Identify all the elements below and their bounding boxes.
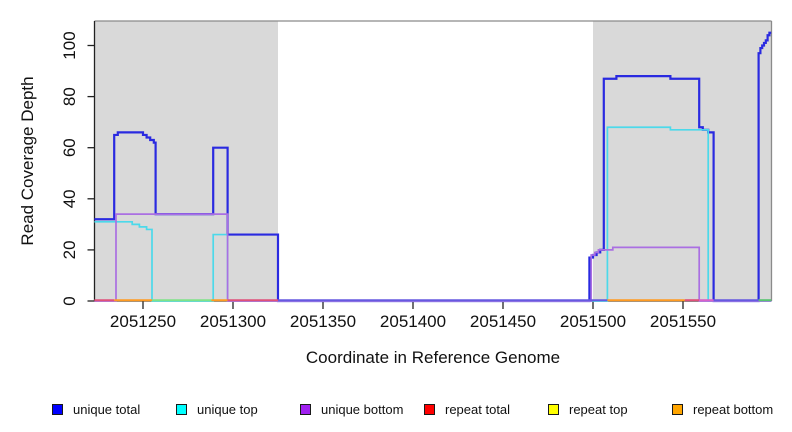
x-tick-label: 2051400 — [380, 312, 446, 331]
y-tick-label: 80 — [60, 87, 79, 106]
x-tick-label: 2051450 — [470, 312, 536, 331]
coverage-plot-canvas: 2051250 2051300 2051350 2051400 2051450 20515… — [18, 20, 773, 367]
x-tick-label: 2051250 — [110, 312, 176, 331]
y-tick-label: 20 — [60, 240, 79, 259]
x-axis-title: Coordinate in Reference Genome — [306, 348, 560, 367]
repeat-top-swatch-icon — [548, 403, 559, 415]
legend-item-repeat-total: repeat total — [424, 401, 510, 417]
legend-item-repeat-bottom: repeat bottom — [672, 401, 773, 417]
legend-item-unique-total: unique total — [52, 401, 140, 417]
legend-label: unique total — [73, 401, 141, 417]
repeat-bottom-swatch-icon — [672, 403, 683, 415]
legend: unique total unique top unique bottom re… — [0, 401, 792, 421]
x-tick-label: 2051350 — [290, 312, 356, 331]
series-line-unique-top — [94, 126, 772, 302]
legend-label: unique top — [197, 401, 258, 417]
y-tick-label: 40 — [60, 189, 79, 208]
series-line-unique-bottom — [94, 213, 772, 302]
unique-total-swatch-icon — [52, 403, 63, 415]
legend-item-unique-top: unique top — [176, 401, 258, 417]
highlight-band — [94, 21, 279, 301]
y-tick-label: 100 — [60, 31, 79, 59]
y-axis-title: Read Coverage Depth — [18, 76, 37, 245]
repeat-total-swatch-icon — [424, 403, 435, 415]
legend-label: repeat bottom — [693, 401, 774, 417]
legend-item-unique-bottom: unique bottom — [300, 401, 403, 417]
y-tick-label: 0 — [60, 296, 79, 305]
y-tick-label: 60 — [60, 138, 79, 157]
legend-label: repeat total — [445, 401, 511, 417]
unique-top-swatch-icon — [176, 403, 187, 415]
unique-bottom-swatch-icon — [300, 403, 311, 415]
legend-label: repeat top — [569, 401, 628, 417]
chart-layers: 2051250 2051300 2051350 2051400 2051450 20515… — [60, 20, 773, 331]
highlight-band — [593, 21, 772, 301]
legend-label: unique bottom — [321, 401, 404, 417]
legend-item-repeat-top: repeat top — [548, 401, 628, 417]
x-tick-label: 2051550 — [650, 312, 716, 331]
x-tick-label: 2051500 — [560, 312, 626, 331]
x-tick-label: 2051300 — [200, 312, 266, 331]
